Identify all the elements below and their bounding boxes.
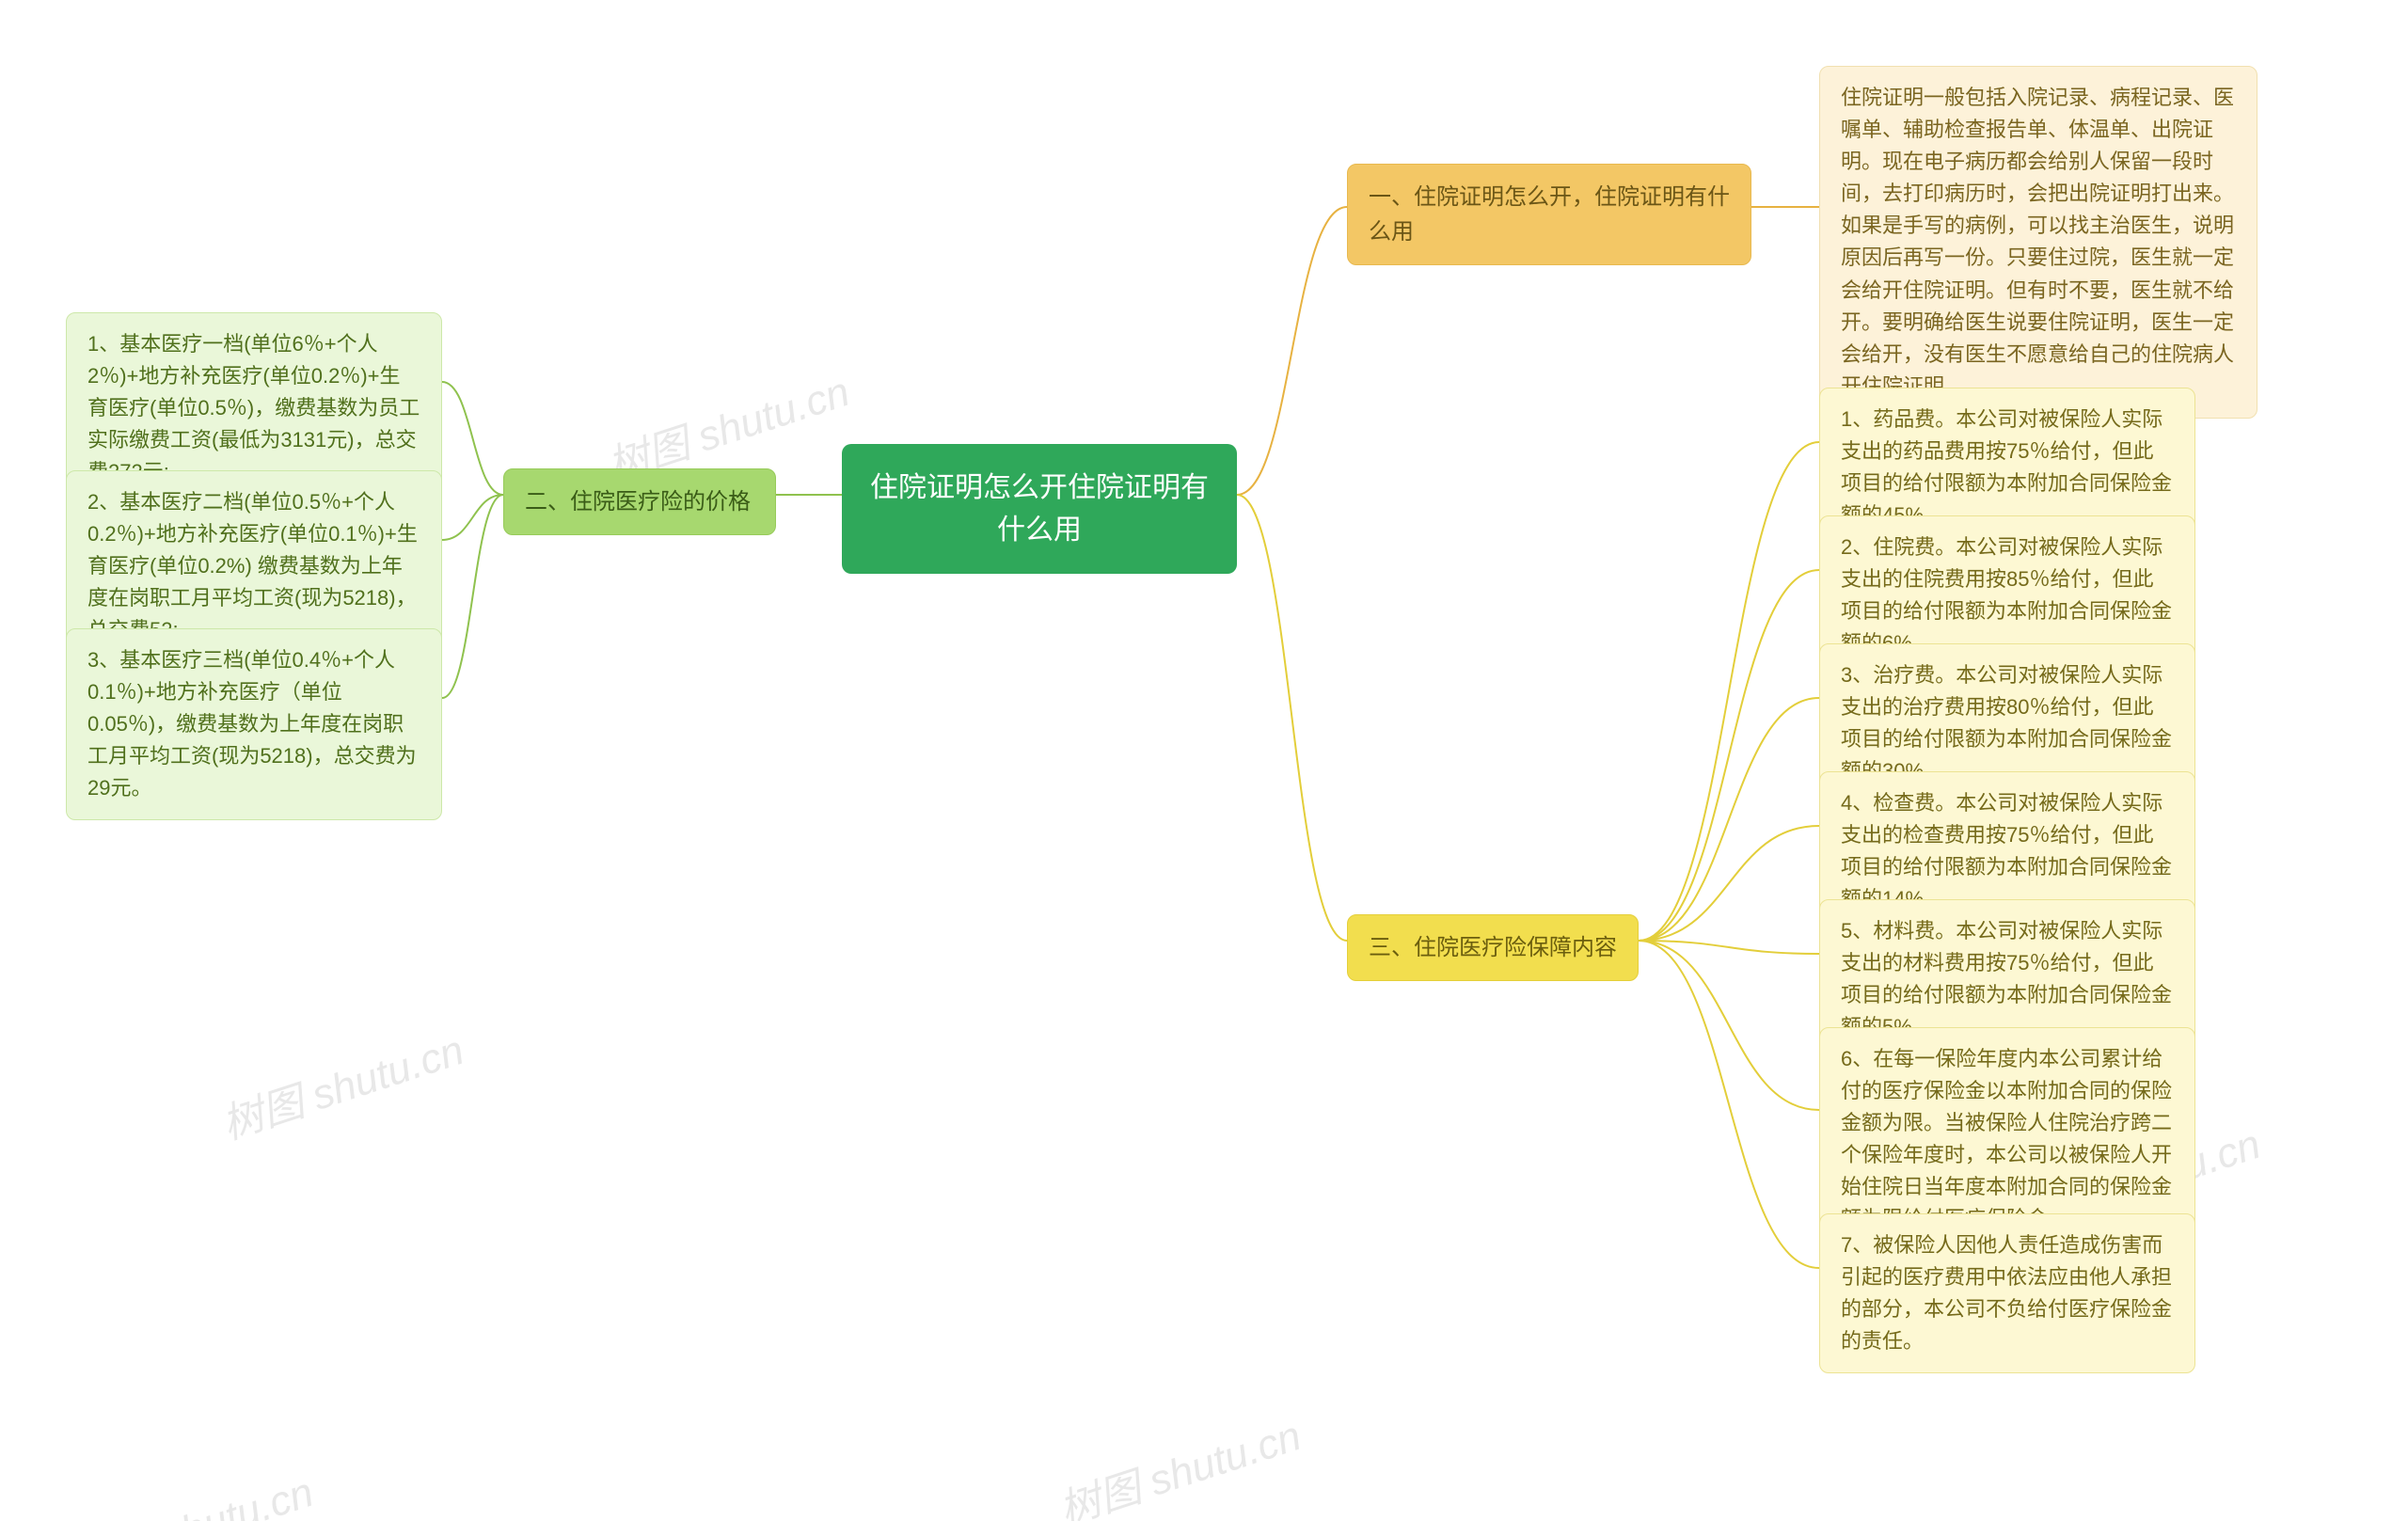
root-label: 住院证明怎么开住院证明有什么用 [870,472,1209,546]
leaf-text: 7、被保险人因他人责任造成伤害而引起的医疗费用中依法应由他人承担的部分，本公司不… [1841,1233,2172,1353]
leaf-text: 2、住院费。本公司对被保险人实际支出的住院费用按85％给付，但此项目的给付限额为… [1841,535,2172,655]
mindmap-canvas: 树图 shutu.cn树图 shutu.cn树图 shutu.cn树图 shut… [0,0,2408,1521]
watermark-text: 树图 shutu.cn [63,1458,320,1521]
leaf-text: 5、材料费。本公司对被保险人实际支出的材料费用按75％给付，但此项目的给付限额为… [1841,919,2172,1038]
branch-one-leaf-text: 住院证明一般包括入院记录、病程记录、医嘱单、辅助检查报告单、体温单、出院证明。现… [1841,86,2234,398]
branch-three[interactable]: 三、住院医疗险保障内容 [1347,914,1639,981]
watermark-text: 树图 shutu.cn [1051,1402,1307,1521]
leaf-text: 3、治疗费。本公司对被保险人实际支出的治疗费用按80％给付，但此项目的给付限额为… [1841,663,2172,783]
branch-one[interactable]: 一、住院证明怎么开，住院证明有什么用 [1347,164,1751,265]
branch-three-label: 三、住院医疗险保障内容 [1369,935,1617,960]
leaf-text: 1、药品费。本公司对被保险人实际支出的药品费用按75％给付，但此项目的给付限额为… [1841,407,2172,527]
branch-one-label: 一、住院证明怎么开，住院证明有什么用 [1369,184,1730,245]
branch-two-label: 二、住院医疗险的价格 [525,489,751,515]
watermark-text: 树图 shutu.cn [214,1016,470,1150]
root-node[interactable]: 住院证明怎么开住院证明有什么用 [842,444,1237,574]
branch-one-leaf[interactable]: 住院证明一般包括入院记录、病程记录、医嘱单、辅助检查报告单、体温单、出院证明。现… [1819,66,2258,419]
leaf-text: 6、在每一保险年度内本公司累计给付的医疗保险金以本附加合同的保险金额为限。当被保… [1841,1047,2172,1230]
leaf-text: 3、基本医疗三档(单位0.4％+个人0.1％)+地方补充医疗（单位0.05％)，… [87,648,417,800]
leaf-text: 1、基本医疗一档(单位6％+个人2％)+地方补充医疗(单位0.2％)+生育医疗(… [87,332,420,483]
branch-two-leaf[interactable]: 3、基本医疗三档(单位0.4％+个人0.1％)+地方补充医疗（单位0.05％)，… [66,628,442,820]
branch-three-leaf[interactable]: 7、被保险人因他人责任造成伤害而引起的医疗费用中依法应由他人承担的部分，本公司不… [1819,1213,2195,1373]
leaf-text: 4、检查费。本公司对被保险人实际支出的检查费用按75％给付，但此项目的给付限额为… [1841,791,2172,911]
branch-two[interactable]: 二、住院医疗险的价格 [503,468,776,535]
leaf-text: 2、基本医疗二档(单位0.5％+个人0.2％)+地方补充医疗(单位0.1％)+生… [87,490,418,642]
